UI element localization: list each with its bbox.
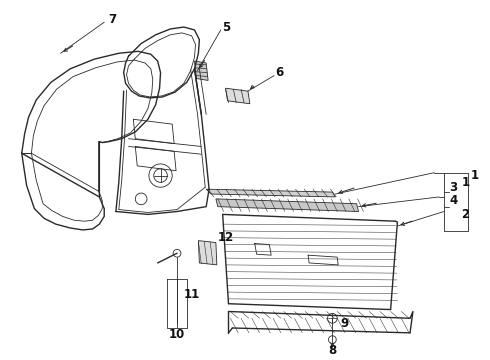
Text: 10: 10: [169, 328, 185, 341]
Polygon shape: [198, 240, 217, 265]
Text: 9: 9: [341, 317, 349, 330]
Polygon shape: [206, 189, 335, 197]
Polygon shape: [225, 88, 250, 104]
Text: 2: 2: [461, 208, 469, 221]
Text: 3: 3: [450, 181, 458, 194]
Text: 4: 4: [450, 194, 458, 207]
Text: 7: 7: [108, 13, 116, 26]
Polygon shape: [216, 199, 359, 211]
Text: 1: 1: [461, 176, 469, 189]
Text: 5: 5: [222, 21, 231, 33]
Text: 6: 6: [275, 66, 283, 79]
Text: 8: 8: [328, 344, 337, 357]
Text: 1: 1: [471, 169, 479, 182]
Text: 12: 12: [218, 231, 234, 244]
Text: 11: 11: [183, 288, 200, 301]
Polygon shape: [195, 61, 208, 80]
